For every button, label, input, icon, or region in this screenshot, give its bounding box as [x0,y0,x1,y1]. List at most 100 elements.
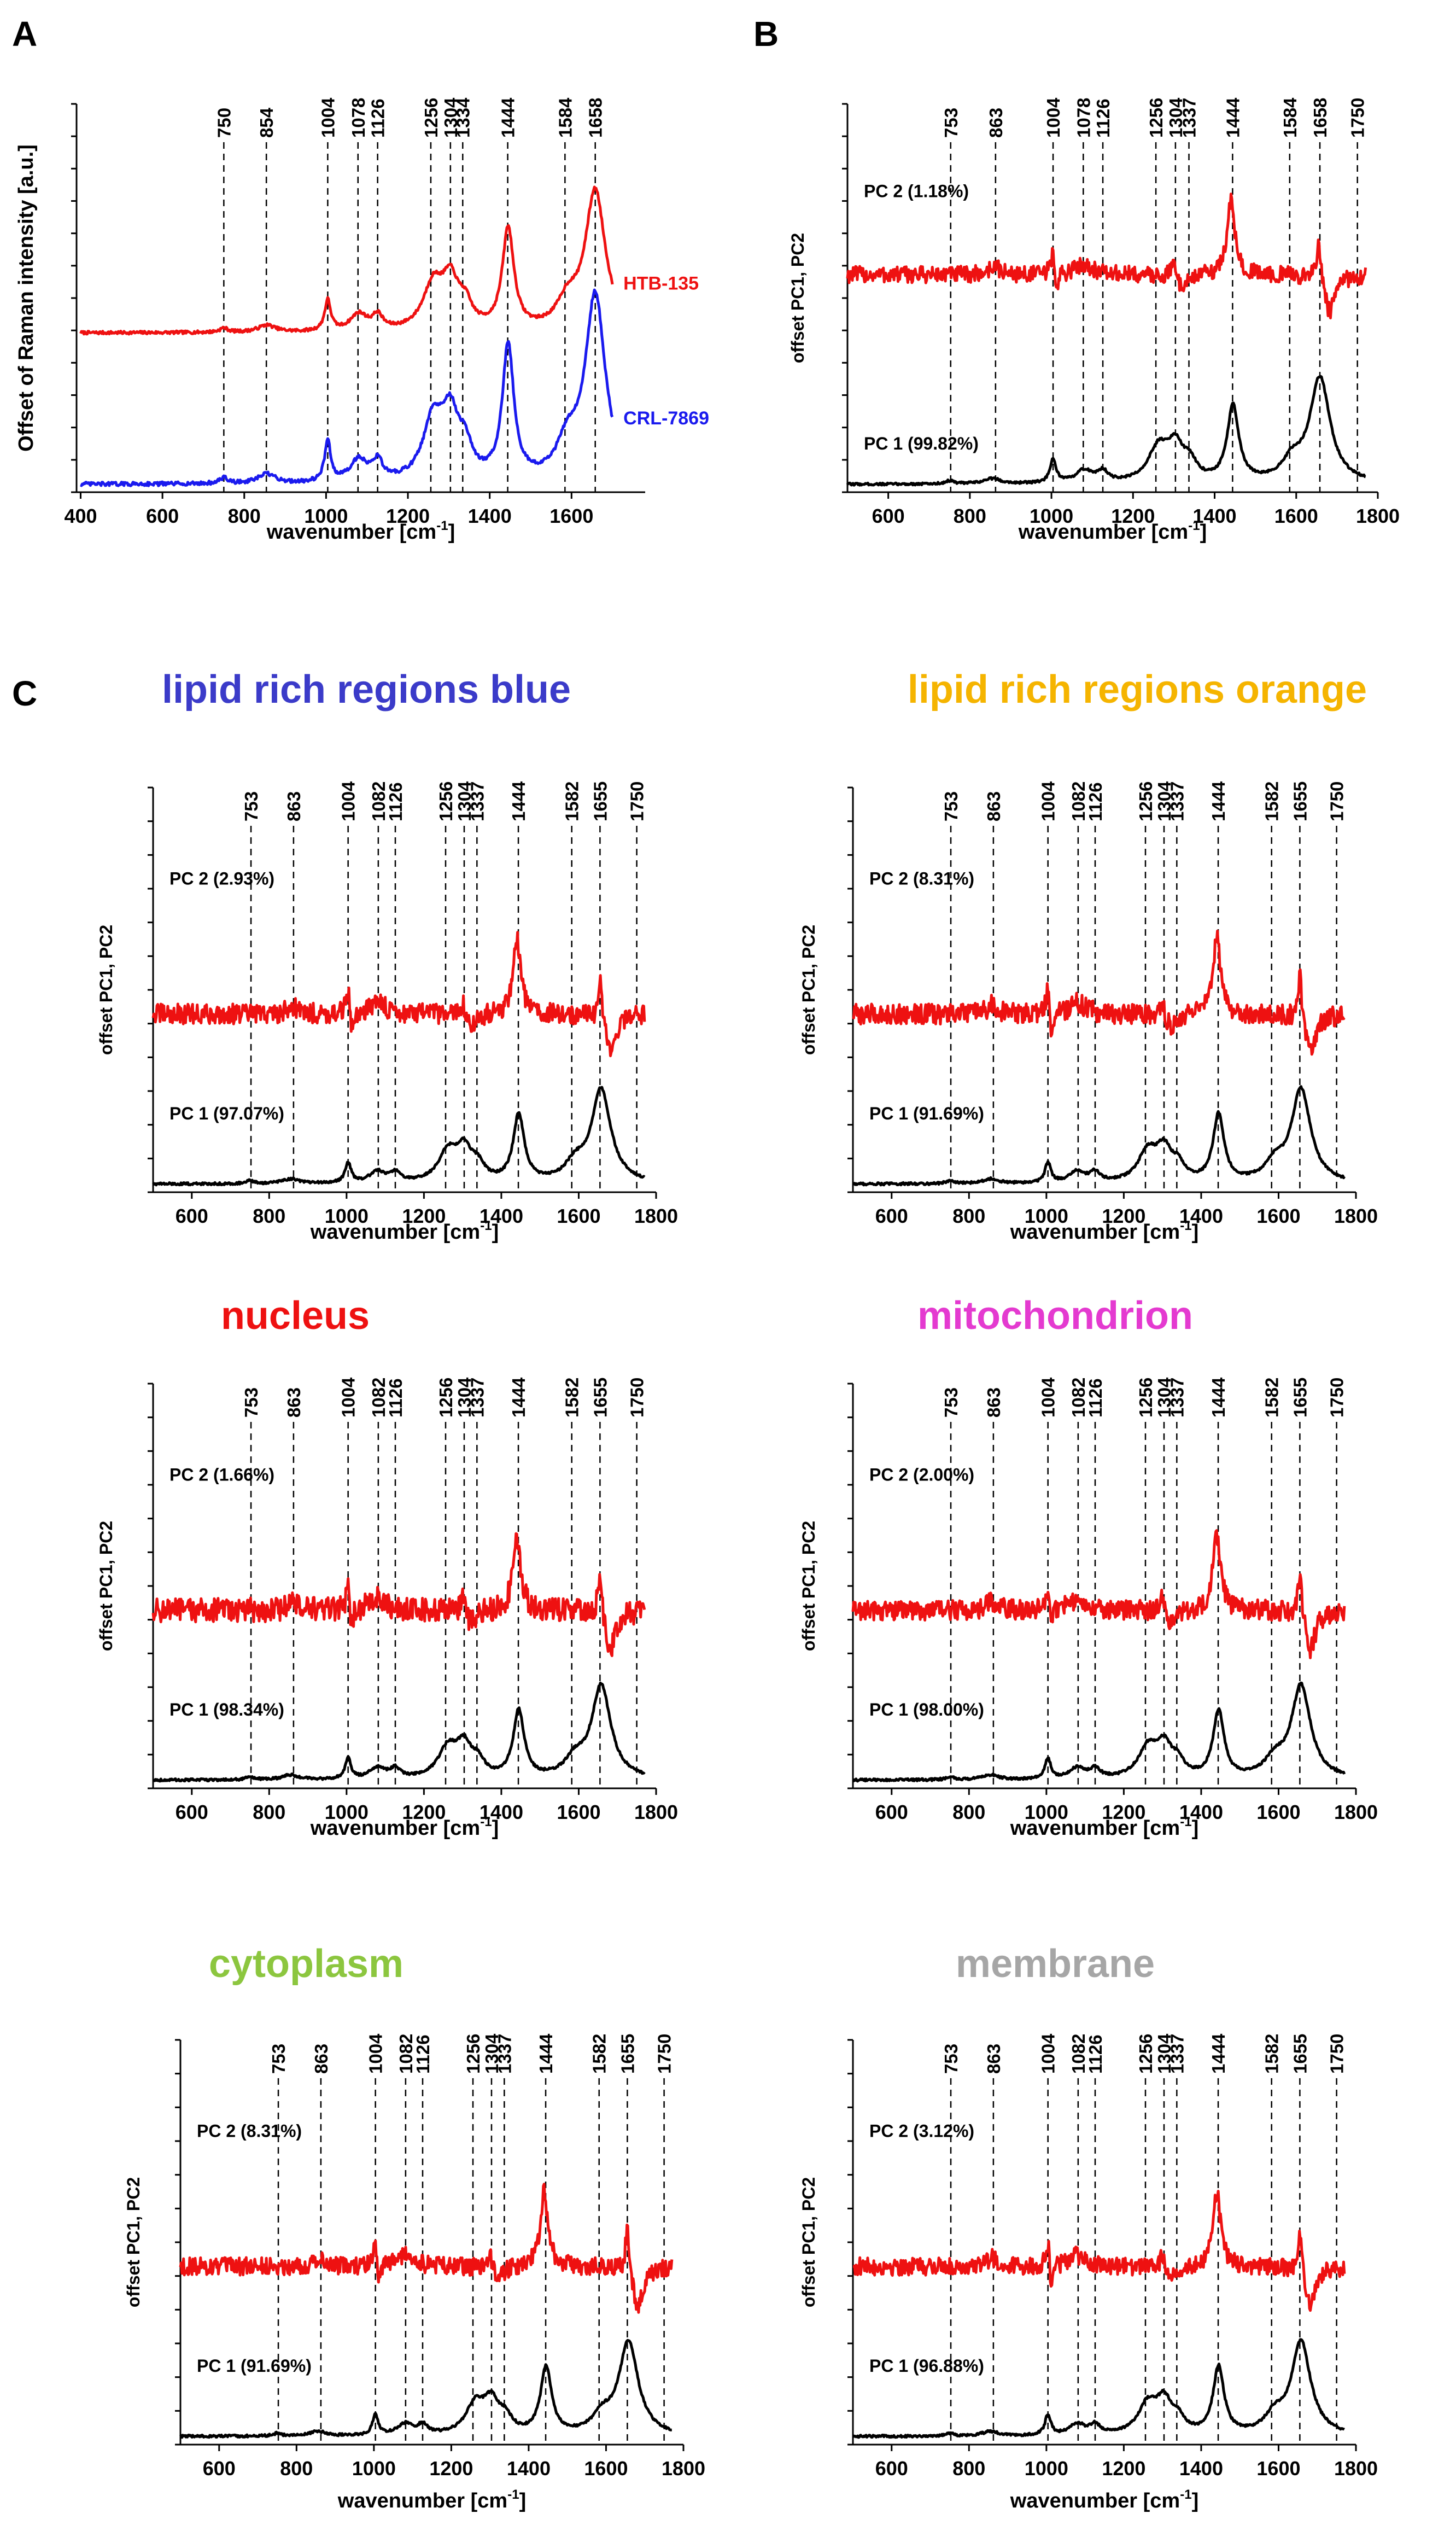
peak-label: 1337 [1167,1378,1187,1418]
panel-letter-b: B [753,14,779,54]
peak-label: 753 [241,791,261,821]
peak-label: 1304 [1154,781,1174,821]
x-axis-title-main: wavenumber [cm [310,1221,480,1244]
x-tick-label: 1800 [1334,2457,1378,2480]
x-axis-title-tail: ] [1192,1817,1199,1840]
peak-label: 1082 [1068,1378,1089,1418]
series-label: PC 1 (97.07%) [169,1104,284,1123]
series-line [852,929,1346,1056]
x-tick-label: 1000 [1025,1205,1068,1227]
x-tick-label: 1400 [468,505,512,527]
series-label: PC 2 (3.12%) [869,2121,974,2141]
x-tick-label: 1000 [304,505,348,527]
chart-title: membrane [956,1942,1155,1986]
peak-label: 1304 [1154,1377,1174,1418]
x-tick-label: 1600 [557,1801,600,1823]
x-tick-label: 1600 [1256,1801,1300,1823]
peak-label: 1444 [1208,2033,1229,2074]
x-axis-title-sup: -1 [480,1218,492,1233]
x-tick-label: 1000 [1025,1801,1068,1823]
peak-label: 863 [984,791,1004,821]
series-line [151,1532,646,1658]
x-tick-label: 1600 [1256,1205,1300,1227]
peak-label: 753 [941,108,961,138]
peak-label: 1126 [1085,782,1106,821]
peak-label: 1082 [369,1378,389,1418]
series-line [152,1086,646,1187]
x-tick-label: 600 [875,1801,908,1823]
x-axis-title: wavenumber [cm-1] [1018,518,1207,544]
peak-label: 863 [311,2044,331,2074]
peak-label: 753 [941,791,961,821]
series-line [80,288,614,487]
x-tick-label: 1600 [557,1205,600,1227]
peak-label: 1337 [1167,782,1187,821]
peak-label: 1004 [318,97,338,138]
peak-label: 1256 [1146,98,1166,138]
x-tick-label: 1400 [1179,1205,1223,1227]
peak-label: 1126 [385,782,406,821]
x-tick-label: 800 [253,1801,285,1823]
peak-label: 1004 [366,2033,386,2074]
x-tick-label: 1400 [1179,1801,1223,1823]
peak-label: 1582 [1262,2034,1282,2074]
series-line [846,375,1366,487]
peak-label: 1750 [1327,1378,1347,1418]
peak-label: 1126 [1093,98,1113,138]
x-tick-label: 800 [952,1801,985,1823]
peak-label: 1582 [1262,782,1282,821]
y-axis-title: offset PC1, PC2 [124,2177,143,2307]
peak-label: 1444 [536,2033,556,2074]
x-tick-label: 1600 [1274,505,1318,527]
peak-label: 854 [256,107,277,138]
x-tick-label: 1400 [1179,2457,1223,2480]
x-tick-label: 1400 [1192,505,1236,527]
peak-label: 863 [284,1387,304,1418]
x-axis-title-sup: -1 [1180,1218,1191,1233]
series-label: PC 2 (1.66%) [169,1465,274,1485]
x-tick-label: 1000 [1030,505,1073,527]
x-tick-label: 1600 [549,505,593,527]
x-tick-label: 800 [253,1205,285,1227]
x-axis-title-main: wavenumber [cm [1018,521,1188,544]
peak-label: 863 [284,791,304,821]
x-axis-title: wavenumber [cm-1] [266,518,455,544]
peak-label: 1655 [617,2034,638,2074]
peak-label: 1658 [1310,98,1330,138]
series-label: PC 1 (91.69%) [869,1104,984,1123]
peak-label: 1444 [508,1377,529,1418]
series-label: PC 2 (8.31%) [197,2121,302,2141]
peak-label: 1256 [1136,782,1156,821]
x-tick-label: 1000 [352,2457,396,2480]
x-axis-title-tail: ] [492,1817,499,1840]
peak-label: 1655 [1290,782,1310,821]
peak-label: 1304 [1166,97,1186,138]
peak-label: 1444 [1223,97,1243,138]
peak-label: 863 [986,108,1006,138]
series-line [179,2338,673,2439]
peak-label: 1126 [368,98,388,138]
peak-label: 1004 [1043,97,1063,138]
chart-title: mitochondrion [917,1294,1193,1338]
x-axis-title-sup: -1 [1188,518,1200,533]
x-axis-title: wavenumber [cm-1] [337,2487,526,2512]
chart-title: lipid rich regions orange [908,668,1367,712]
series-label: PC 1 (98.34%) [169,1700,284,1719]
x-axis-title: wavenumber [cm-1] [310,1218,499,1244]
y-axis-title: offset PC1, PC2 [799,925,818,1055]
x-tick-label: 1200 [1102,2457,1145,2480]
series-label: PC 1 (96.88%) [869,2356,984,2376]
peak-label: 1750 [1327,782,1347,821]
x-tick-label: 1600 [584,2457,628,2480]
peak-label: 1444 [508,781,529,821]
chart-panel-a: 400 600 800 1000 1200 1400 1600 wavenumber [cm-… [15,97,709,544]
peak-label: 1004 [1038,781,1059,821]
peak-label: 1444 [1208,1377,1229,1418]
peak-label: 1304 [441,97,461,138]
x-tick-label: 1200 [402,1205,446,1227]
x-tick-label: 1200 [429,2457,473,2480]
x-tick-label: 800 [954,505,986,527]
x-tick-label: 1800 [662,2457,705,2480]
peak-label: 1126 [385,1378,406,1418]
peak-label: 1082 [369,782,389,821]
